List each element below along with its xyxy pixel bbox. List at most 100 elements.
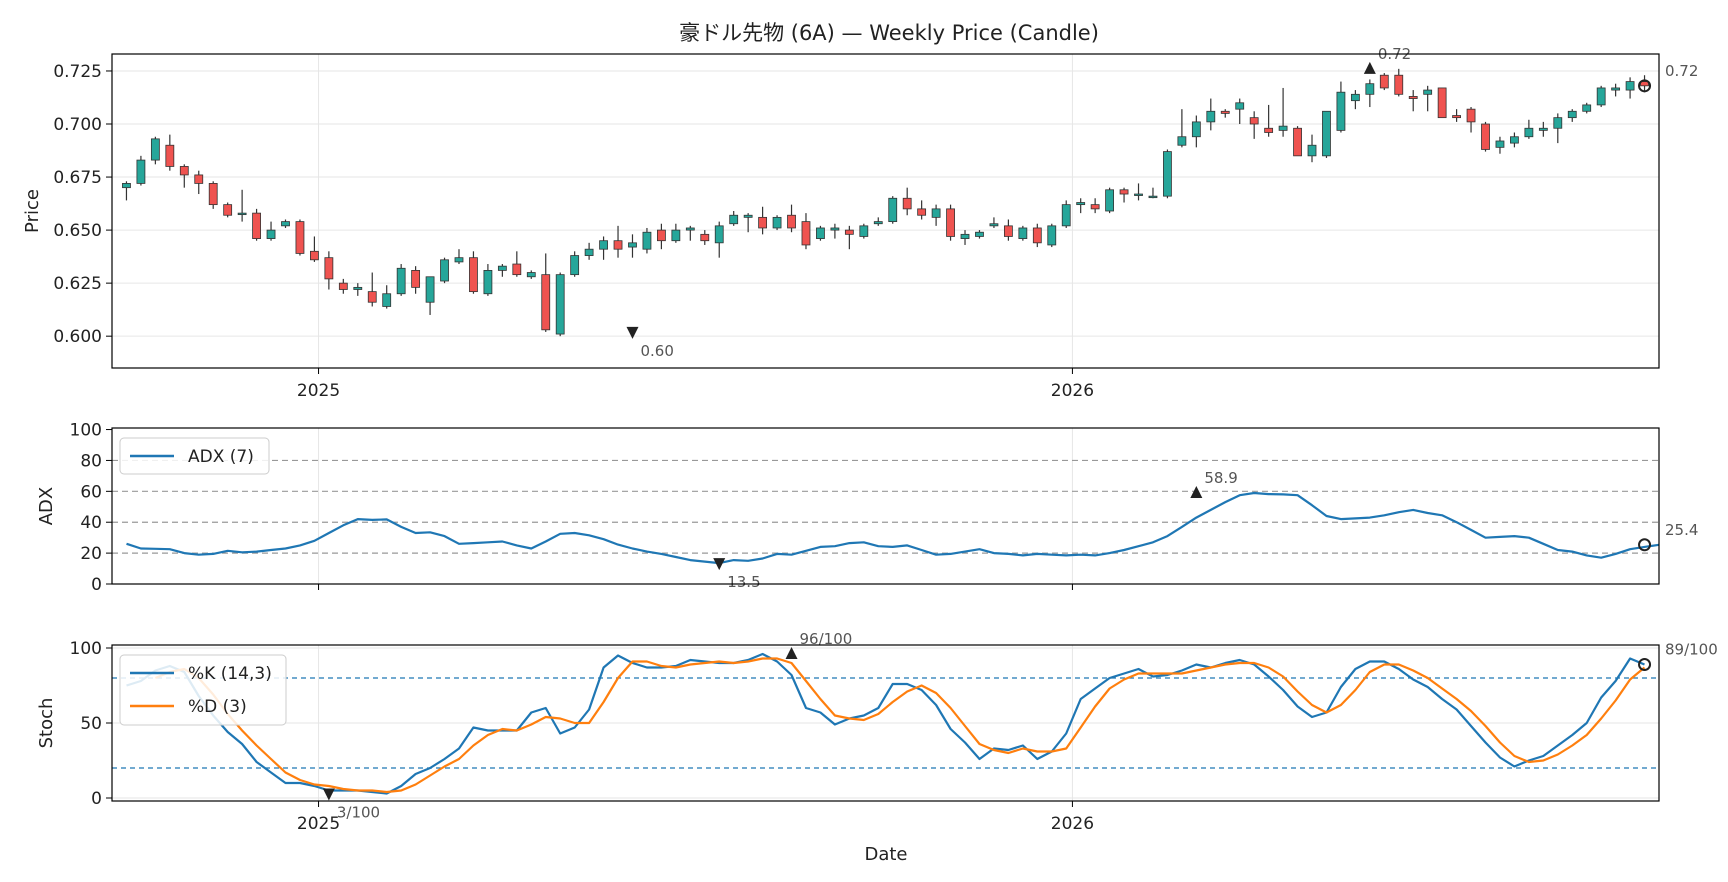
candle-up: [1061, 204, 1071, 227]
candle-down: [1452, 115, 1461, 119]
candle-down: [367, 291, 377, 303]
y-tick-label: 100: [70, 421, 102, 441]
candle-up: [1538, 127, 1548, 131]
candle-up: [425, 276, 435, 303]
last-value-label: 0.72: [1665, 62, 1698, 80]
price-frame: [111, 53, 1660, 369]
candle-up: [570, 255, 580, 276]
candle-up: [1235, 102, 1245, 110]
candle-down: [1481, 123, 1490, 150]
candle-up: [931, 208, 941, 218]
candle-down: [758, 216, 768, 229]
last-value-marker: [1638, 658, 1652, 671]
y-tick-label: 0.725: [53, 62, 102, 82]
adx-y-axis-label: ADX: [36, 487, 57, 526]
trough-marker: [713, 558, 726, 571]
last-value-label: 89/100: [1665, 641, 1718, 659]
trough-marker: [626, 326, 639, 339]
chart-title: 豪ドル先物 (6A) — Weekly Price (Candle): [679, 21, 1099, 45]
y-tick-label: 0: [91, 789, 102, 809]
y-tick-label: 0.700: [53, 115, 102, 135]
candle-up: [281, 221, 290, 227]
adx-x-ticks: [318, 584, 1073, 590]
candle-up: [1350, 93, 1360, 102]
stoch-legend-k-label: %K (14,3): [188, 664, 272, 684]
stoch-x-ticks: 2025 2026: [297, 801, 1094, 834]
candle-up: [136, 159, 146, 184]
price-panel: 0.600.720.72 0.6000.6250.6500.6750.7000.…: [22, 45, 1698, 401]
candle-up: [599, 240, 608, 250]
price-gridlines: [112, 54, 1659, 368]
last-value-marker: [1638, 79, 1652, 93]
candle-up: [714, 225, 724, 244]
peak-label: 96/100: [800, 630, 853, 648]
candle-up: [743, 214, 753, 218]
candle-up: [440, 259, 449, 282]
trough-marker: [322, 788, 335, 801]
y-tick-label: 100: [70, 639, 102, 659]
x-tick-label: 2025: [297, 381, 340, 401]
candle-down: [512, 263, 522, 276]
candle-down: [1003, 225, 1013, 237]
peak-marker: [785, 647, 798, 659]
candle-up: [1148, 195, 1158, 199]
stoch-legend-d-label: %D (3): [188, 697, 247, 717]
candle-up: [1206, 110, 1216, 123]
candle-down: [1249, 117, 1259, 125]
candle-up: [1018, 227, 1028, 239]
candle-up: [1163, 151, 1172, 197]
trough-label: 0.60: [640, 342, 673, 360]
candle-down: [1032, 227, 1042, 244]
candle-up: [1582, 104, 1592, 112]
candle-down: [310, 250, 319, 261]
candle-up: [150, 138, 160, 161]
candle-down: [165, 144, 175, 167]
y-tick-label: 40: [80, 513, 102, 533]
x-tick-label: 2026: [1051, 814, 1094, 834]
candle-down: [1379, 74, 1389, 89]
y-tick-label: 0.600: [53, 327, 102, 347]
adx-annotations: 58.9 13.5 25.4: [713, 469, 1698, 591]
candle-up: [729, 214, 739, 225]
stoch-legend: %K (14,3) %D (3): [119, 654, 287, 726]
candle-up: [454, 257, 464, 263]
candle-down: [1264, 127, 1274, 133]
candle-down: [787, 214, 796, 229]
candle-down: [801, 221, 811, 246]
x-tick-label: 2025: [297, 814, 340, 834]
candle-down: [1408, 96, 1418, 99]
candle-down: [1090, 204, 1100, 210]
candle-up: [671, 229, 681, 242]
candle-up: [1510, 136, 1519, 144]
candle-down: [1466, 108, 1476, 123]
candle-up: [1134, 193, 1143, 196]
candle-up: [960, 233, 970, 239]
candle-down: [946, 208, 955, 237]
candle-up: [1191, 121, 1201, 138]
candle-up: [266, 229, 276, 239]
candle-up: [873, 221, 883, 225]
candle-up: [1611, 87, 1621, 91]
candle-up: [396, 267, 406, 295]
candle-up: [1365, 83, 1375, 95]
candle-up: [1625, 81, 1635, 91]
stoch-gridlines: [112, 645, 1659, 801]
candle-up: [816, 227, 825, 239]
adx-line: [126, 491, 1660, 565]
candle-down: [844, 229, 854, 235]
adx-frame: [111, 427, 1660, 585]
candle-down: [338, 282, 348, 290]
candle-up: [122, 183, 131, 189]
candle-up: [989, 223, 999, 227]
trough-label: 3/100: [337, 804, 380, 822]
candle-down: [208, 183, 218, 206]
peak-marker: [1363, 61, 1376, 74]
price-y-ticks: 0.600 0.625 0.650 0.675 0.700 0.725: [53, 62, 112, 347]
candle-up: [237, 212, 247, 216]
candle-down: [469, 257, 478, 293]
y-tick-label: 20: [80, 544, 102, 564]
candle-down: [1437, 87, 1447, 119]
candle-down: [541, 274, 551, 331]
candle-down: [194, 174, 204, 184]
